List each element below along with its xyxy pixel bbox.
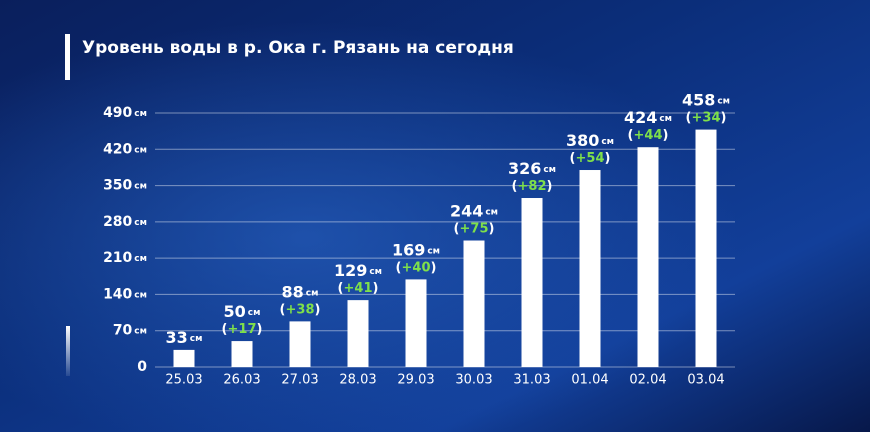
bar [579, 170, 601, 367]
x-tick-label: 01.04 [571, 373, 608, 388]
bar [173, 349, 195, 367]
bar [405, 279, 427, 367]
value-label: 129 см [334, 261, 382, 280]
bar [637, 147, 659, 367]
value-label: 33 см [166, 327, 203, 346]
change-label: (+34) [686, 110, 727, 125]
change-label: (+54) [570, 151, 611, 166]
x-tick-label: 30.03 [455, 373, 492, 388]
x-tick-label: 26.03 [223, 373, 260, 388]
bar [289, 321, 311, 367]
axis-accent [66, 326, 70, 376]
change-label: (+41) [338, 281, 379, 296]
change-label: (+40) [396, 260, 437, 275]
value-label: 88 см [282, 282, 319, 301]
y-tick-label: 490 см [103, 105, 147, 121]
x-tick-label: 28.03 [339, 373, 376, 388]
value-label: 424 см [624, 108, 672, 127]
y-tick-label: 70 см [113, 323, 147, 339]
value-label: 169 см [392, 240, 440, 259]
change-label: (+38) [280, 302, 321, 317]
bar [463, 240, 485, 367]
bar [231, 341, 253, 367]
x-tick-label: 27.03 [281, 373, 318, 388]
change-label: (+44) [628, 128, 669, 143]
value-label: 380 см [566, 131, 614, 150]
change-label: (+82) [512, 179, 553, 194]
x-tick-label: 03.04 [687, 373, 724, 388]
chart-title: Уровень воды в р. Ока г. Рязань на сегод… [82, 38, 514, 58]
y-tick-label: 0 [137, 359, 147, 375]
change-label: (+75) [454, 221, 495, 236]
y-tick-label: 350 см [103, 178, 147, 194]
y-tick-label: 420 см [103, 141, 147, 157]
title-accent [65, 34, 70, 80]
bar [695, 129, 717, 367]
x-tick-label: 31.03 [513, 373, 550, 388]
x-tick-label: 25.03 [165, 373, 202, 388]
value-label: 458 см [682, 90, 730, 109]
x-tick-label: 29.03 [397, 373, 434, 388]
bar [521, 198, 543, 367]
y-tick-label: 280 см [103, 214, 147, 230]
value-label: 50 см [224, 302, 261, 321]
value-label: 244 см [450, 201, 498, 220]
y-tick-label: 210 см [103, 250, 147, 266]
y-tick-label: 140 см [103, 286, 147, 302]
change-label: (+17) [222, 322, 263, 337]
value-label: 326 см [508, 159, 556, 178]
x-tick-label: 02.04 [629, 373, 666, 388]
bar [347, 300, 369, 367]
